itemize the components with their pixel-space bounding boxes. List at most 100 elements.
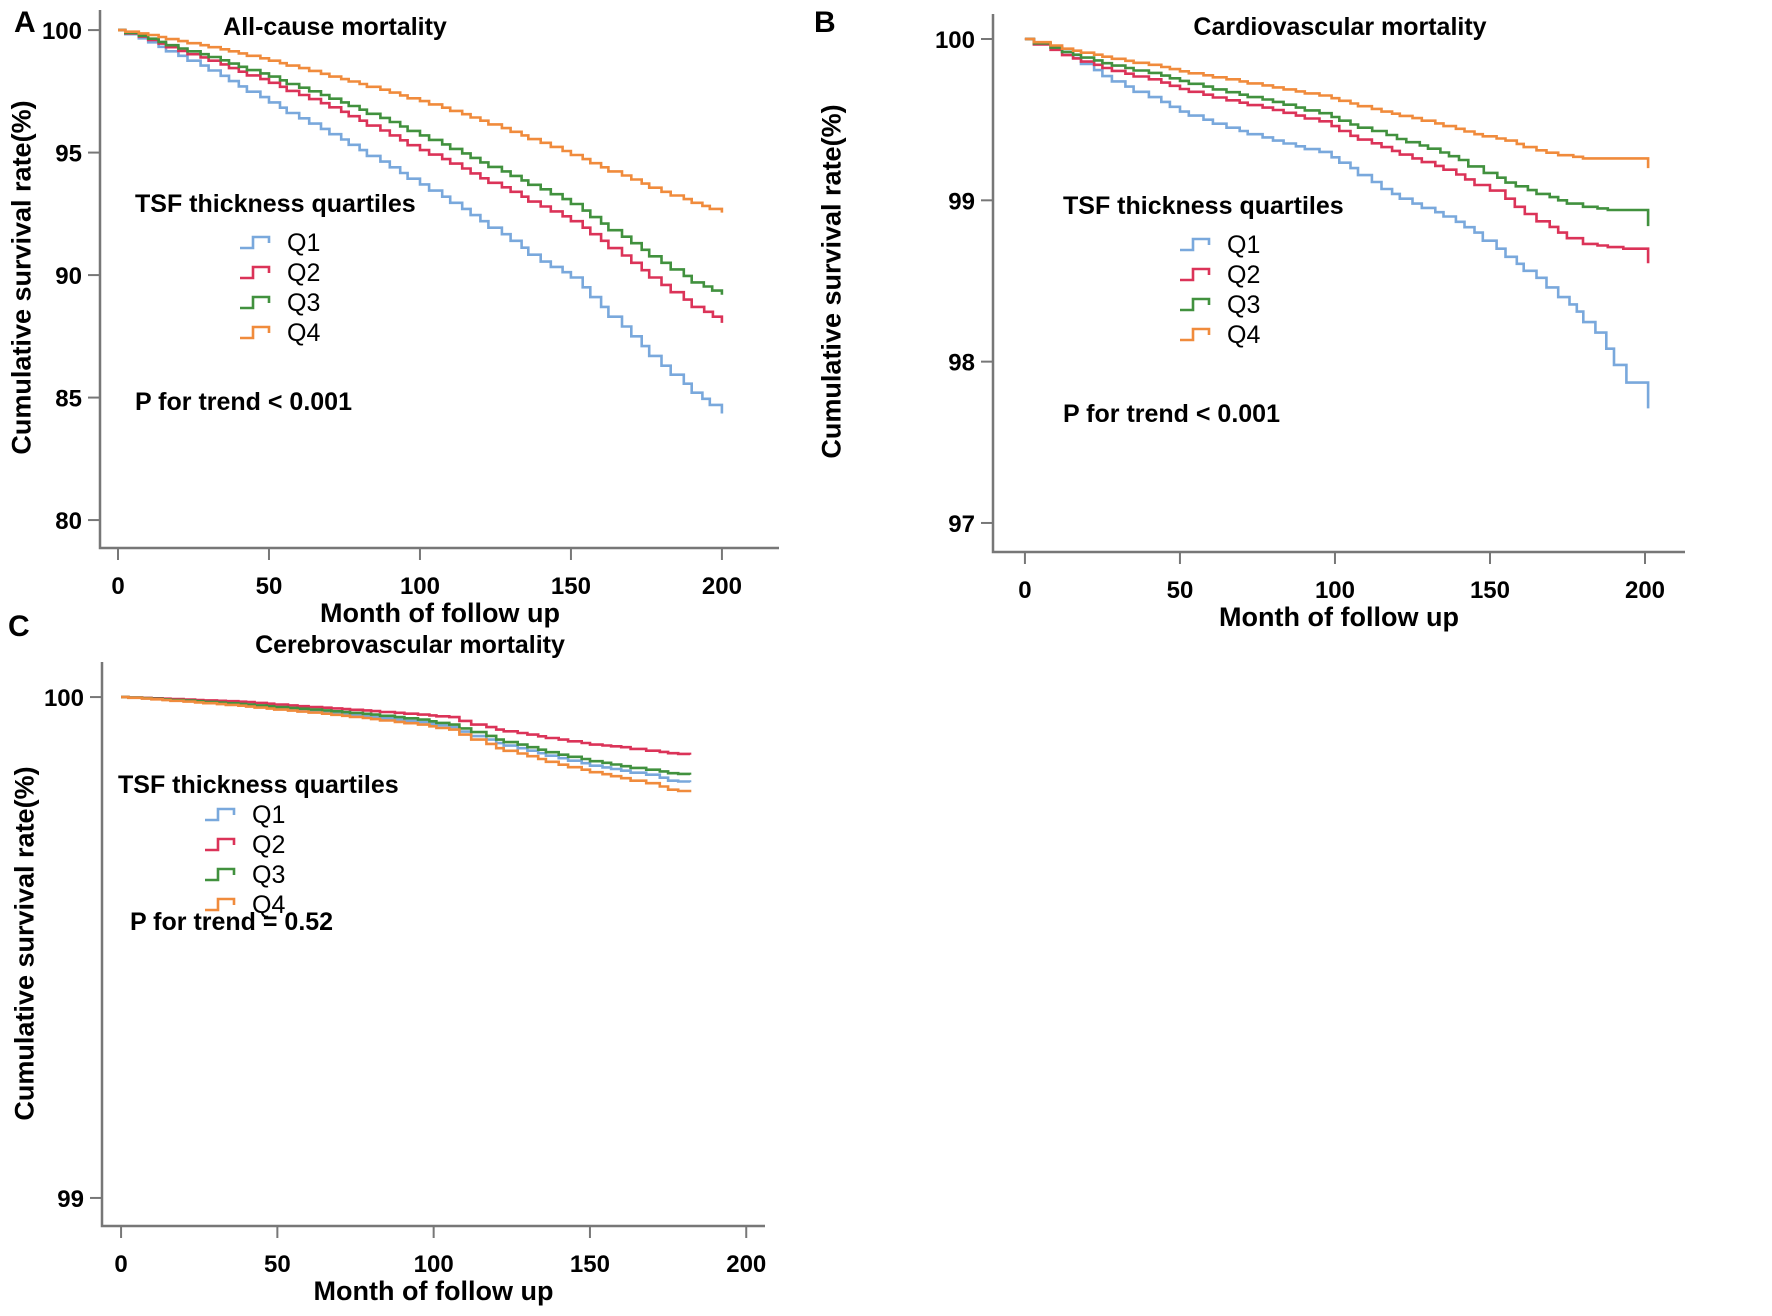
q3-line-swatch-icon <box>1180 297 1211 312</box>
legend-label-q1: Q1 <box>1227 230 1261 259</box>
x-tick-label: 0 <box>1018 577 1031 604</box>
legend-label-q3: Q3 <box>252 860 286 889</box>
y-tick-label: 90 <box>55 263 82 290</box>
q2-line-swatch-icon <box>1180 267 1211 282</box>
q3-line-swatch-icon <box>205 867 236 882</box>
legend: Q1 Q2 Q3 Q4 <box>1178 230 1260 350</box>
x-tick-label: 200 <box>1625 577 1665 604</box>
y-tick-label: 100 <box>44 685 84 712</box>
x-tick-label: 50 <box>256 573 283 600</box>
curve-q1 <box>118 28 724 414</box>
p-for-trend: P for trend = 0.52 <box>130 908 334 936</box>
curve-q2 <box>121 695 692 756</box>
chart-title-cerebrovascular: Cerebrovascular mortality <box>255 631 565 659</box>
legend-label-q1: Q1 <box>287 228 321 257</box>
q1-line-swatch-icon <box>1180 237 1211 252</box>
chart-title-all-cause: All-cause mortality <box>223 13 447 41</box>
legend-item-q4: Q4 <box>203 890 285 920</box>
curve-q4 <box>1024 37 1650 169</box>
x-tick-label: 150 <box>570 1251 610 1278</box>
curve-q2 <box>118 28 724 323</box>
legend-label-q1: Q1 <box>252 800 286 829</box>
cerebrovascular-survival-plot: 99 100 0 50 100 150 200 <box>44 662 766 1278</box>
curve-q1 <box>121 695 692 783</box>
legend-label-q2: Q2 <box>252 830 286 859</box>
legend-title: TSF thickness quartiles <box>1063 192 1344 220</box>
y-axis-label: Cumulative survival rate(%) <box>6 100 37 455</box>
q3-line-swatch-icon <box>240 295 271 310</box>
y-tick-label: 98 <box>948 350 975 377</box>
legend-item-q4: Q4 <box>1178 320 1260 350</box>
y-axis-label: Cumulative survival rate(%) <box>9 766 40 1121</box>
q2-line-swatch-icon <box>240 265 271 280</box>
legend-item-q3: Q3 <box>1178 290 1260 320</box>
q4-line-swatch-icon <box>240 325 271 340</box>
x-tick-label: 100 <box>1315 577 1355 604</box>
q4-line-swatch-icon <box>1180 327 1211 342</box>
chart-title-cardiovascular: Cardiovascular mortality <box>1193 13 1487 41</box>
legend-label-q4: Q4 <box>252 890 286 919</box>
legend-item-q3: Q3 <box>203 860 285 890</box>
y-tick-label: 80 <box>55 508 82 535</box>
x-tick-label: 200 <box>726 1251 766 1278</box>
legend-label-q2: Q2 <box>287 258 321 287</box>
y-tick-label: 97 <box>948 511 975 538</box>
p-for-trend: P for trend < 0.001 <box>135 388 352 416</box>
x-tick-label: 50 <box>264 1251 291 1278</box>
q4-line-swatch-icon <box>205 897 236 912</box>
legend-item-q1: Q1 <box>203 800 285 830</box>
x-tick-label: 100 <box>414 1251 454 1278</box>
legend-title: TSF thickness quartiles <box>135 190 416 218</box>
panel-cerebrovascular-mortality: 99 100 0 50 100 150 200 C Cerebrovascular mort… <box>0 560 800 1316</box>
legend-label-q4: Q4 <box>1227 320 1261 349</box>
axis-lines <box>98 10 779 550</box>
x-tick-label: 150 <box>551 573 591 600</box>
legend: Q1 Q2 Q3 Q4 <box>238 228 320 348</box>
curve-q3 <box>118 28 724 295</box>
y-tick-label: 95 <box>55 141 82 168</box>
q1-line-swatch-icon <box>240 235 271 250</box>
x-tick-label: 50 <box>1167 577 1194 604</box>
legend-item-q2: Q2 <box>238 258 320 288</box>
curve-q3 <box>1024 37 1650 227</box>
y-tick-label: 85 <box>55 386 82 413</box>
q2-line-swatch-icon <box>205 837 236 852</box>
y-axis-label: Cumulative survival rate(%) <box>816 104 847 459</box>
legend-label-q4: Q4 <box>287 318 321 347</box>
legend-item-q2: Q2 <box>203 830 285 860</box>
x-tick-label: 0 <box>114 1251 127 1278</box>
axis-lines <box>991 14 1685 554</box>
panel-all-cause-mortality: 80 85 90 95 100 0 50 100 150 200 A All-cause mort… <box>0 0 800 660</box>
legend-item-q3: Q3 <box>238 288 320 318</box>
x-tick-label: 100 <box>400 573 440 600</box>
legend-title: TSF thickness quartiles <box>118 771 399 799</box>
x-axis-label: Month of follow up <box>1219 602 1459 632</box>
legend: Q1 Q2 Q3 Q4 <box>203 800 285 920</box>
y-tick-label: 99 <box>948 188 975 215</box>
legend-item-q4: Q4 <box>238 318 320 348</box>
x-axis-label: Month of follow up <box>320 598 560 628</box>
curve-q1 <box>1024 37 1650 409</box>
y-tick-label: 100 <box>935 27 975 54</box>
legend-label-q2: Q2 <box>1227 260 1261 289</box>
x-tick-label: 0 <box>111 573 124 600</box>
y-tick-label: 100 <box>42 18 82 45</box>
y-tick-label: 99 <box>57 1186 84 1213</box>
x-axis-label: Month of follow up <box>313 1276 554 1306</box>
axis-lines <box>100 662 765 1228</box>
panel-label-b: B <box>814 6 836 39</box>
x-tick-label: 150 <box>1470 577 1510 604</box>
panel-label-a: A <box>14 6 36 39</box>
panel-label-c: C <box>8 610 30 643</box>
legend-item-q2: Q2 <box>1178 260 1260 290</box>
legend-item-q1: Q1 <box>238 228 320 258</box>
cardiovascular-survival-plot: 97 98 99 100 0 50 100 150 200 <box>935 14 1685 604</box>
legend-label-q3: Q3 <box>1227 290 1261 319</box>
x-tick-label: 200 <box>702 573 742 600</box>
curve-q4 <box>118 28 724 213</box>
panel-cardiovascular-mortality: 97 98 99 100 0 50 100 150 200 B Cardiovascular m… <box>800 0 1772 660</box>
curve-q2 <box>1024 37 1650 264</box>
q1-line-swatch-icon <box>205 807 236 822</box>
all-cause-survival-plot: 80 85 90 95 100 0 50 100 150 200 <box>42 10 779 600</box>
